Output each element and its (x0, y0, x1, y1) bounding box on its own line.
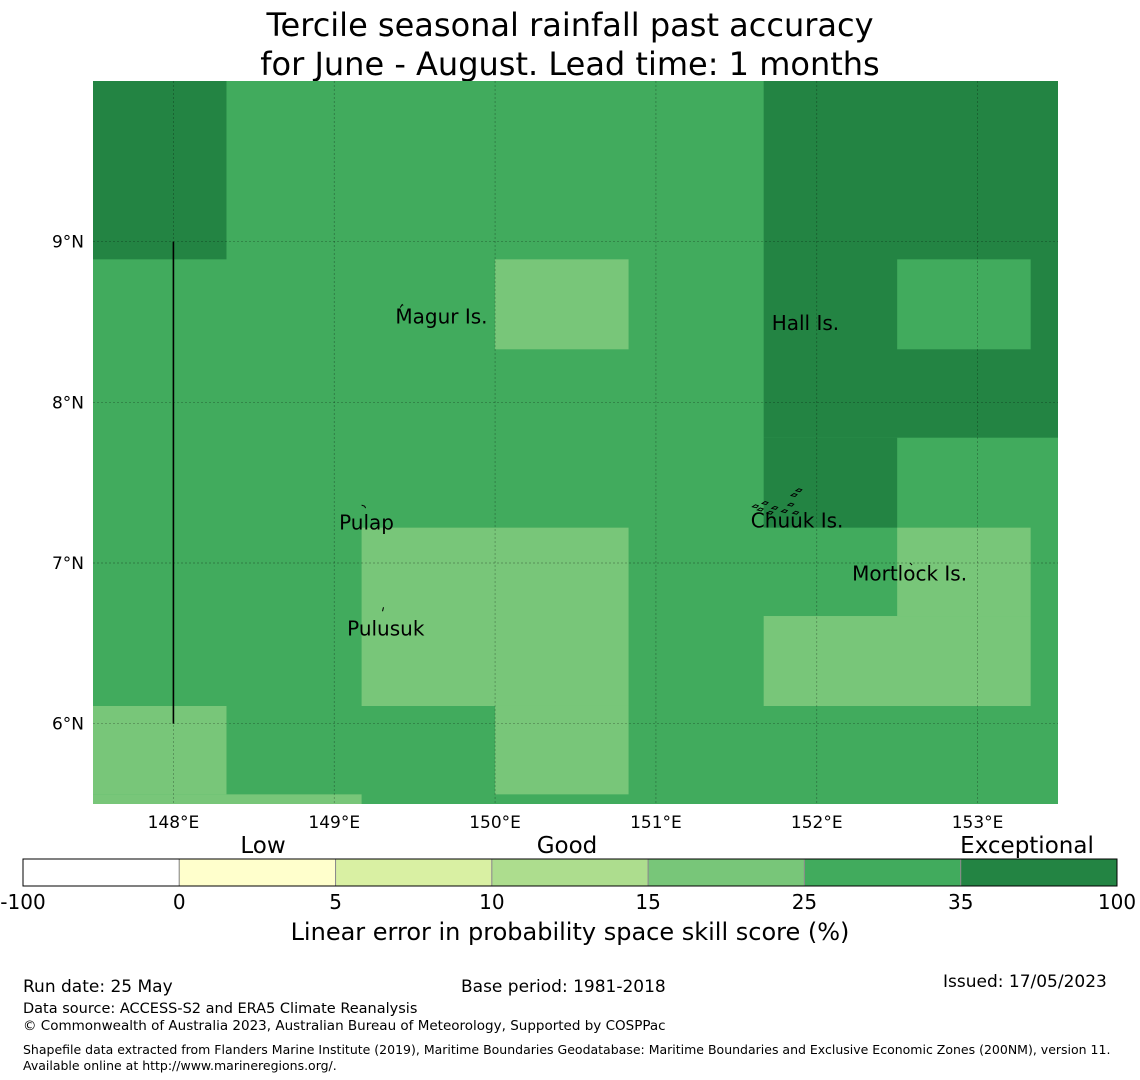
skill-cell (897, 259, 1031, 350)
lat-tick-label: 7°N (52, 554, 84, 574)
legend-category-label: Low (240, 833, 285, 859)
chart-title-line-2: for June - August. Lead time: 1 months (260, 45, 880, 83)
run-date: Run date: 25 May (23, 977, 173, 997)
lon-tick-label: 150°E (469, 813, 521, 833)
skill-cell (495, 705, 629, 795)
lat-tick-label: 9°N (52, 233, 84, 253)
lon-tick-label: 148°E (148, 813, 200, 833)
legend-color-box (335, 858, 493, 887)
place-label: Mortlock Is. (852, 562, 967, 586)
place-label: Hall Is. (772, 311, 839, 335)
lat-tick-label: 8°N (52, 393, 84, 413)
legend-color-box (803, 858, 962, 887)
mortlock-island-outline (909, 562, 913, 566)
legend-tick-label: 10 (479, 890, 504, 914)
data-source: Data source: ACCESS-S2 and ERA5 Climate … (23, 1001, 418, 1017)
place-label: Magur Is. (395, 305, 487, 329)
chuuk-islet-outline (791, 510, 800, 515)
colorbar-axis-label: Linear error in probability space skill … (290, 918, 850, 946)
legend-color-box (22, 858, 180, 887)
legend-tick-label: -100 (0, 890, 45, 914)
place-label: Pulusuk (347, 616, 425, 640)
copyright: © Commonwealth of Australia 2023, Austra… (23, 1018, 666, 1034)
legend-category-label: Good (537, 833, 598, 859)
skill-cell (897, 527, 1031, 617)
skill-cell (763, 616, 1031, 706)
skill-cell (361, 527, 629, 706)
pulap-island-outline (361, 504, 367, 509)
lon-tick-label: 152°E (791, 813, 843, 833)
lon-tick-label: 151°E (630, 813, 682, 833)
skill-cell (93, 705, 227, 795)
legend-tick-label: 5 (329, 890, 342, 914)
pulusuk-island-outline (382, 607, 384, 612)
chuuk-islet-outline (751, 504, 760, 509)
place-label: Pulap (339, 510, 394, 534)
chuuk-islet-outline (760, 501, 769, 506)
legend-frame (22, 858, 1118, 887)
legend-color-box (647, 858, 805, 887)
shapefile-credit: Shapefile data extracted from Flanders M… (23, 1042, 1111, 1073)
legend-tick-label: 100 (1098, 890, 1136, 914)
place-label: Chuuk Is. (751, 509, 844, 533)
colorbar-legend: Low Good Exceptional -100 0 5 10 15 25 35 100 (0, 833, 1136, 914)
legend-tick-label: 25 (792, 890, 817, 914)
chuuk-islet-outline (794, 488, 803, 493)
legend-tick-label: 35 (948, 890, 973, 914)
legend-tick-label: 0 (173, 890, 186, 914)
issued-date: Issued: 17/05/2023 (943, 972, 1107, 992)
chuuk-islet-outline (770, 505, 779, 510)
legend-tick-label: 15 (635, 890, 660, 914)
chart-title-line-1: Tercile seasonal rainfall past accuracy (266, 6, 874, 44)
lat-tick-label: 6°N (52, 715, 84, 735)
skill-map: 148°E 149°E 150°E 151°E 152°E 153°E 9°N 8°N 7°N 6… (52, 81, 1058, 833)
chuuk-islet-outline (789, 493, 798, 498)
legend-category-label: Exceptional (960, 833, 1094, 859)
chuuk-islet-outline (756, 507, 765, 512)
chuuk-islet-outline (786, 502, 795, 507)
base-period: Base period: 1981-2018 (461, 977, 666, 997)
magur-island-outline (399, 303, 404, 308)
skill-cell (93, 81, 227, 260)
legend-color-box (491, 858, 649, 887)
skill-cell (93, 794, 362, 804)
chuuk-islet-outline (765, 510, 774, 515)
lon-tick-label: 149°E (308, 813, 360, 833)
legend-color-box (960, 858, 1118, 887)
chuuk-islet-outline (780, 509, 789, 514)
skill-cell (495, 259, 629, 350)
legend-color-box (178, 858, 337, 887)
lon-tick-label: 153°E (952, 813, 1004, 833)
